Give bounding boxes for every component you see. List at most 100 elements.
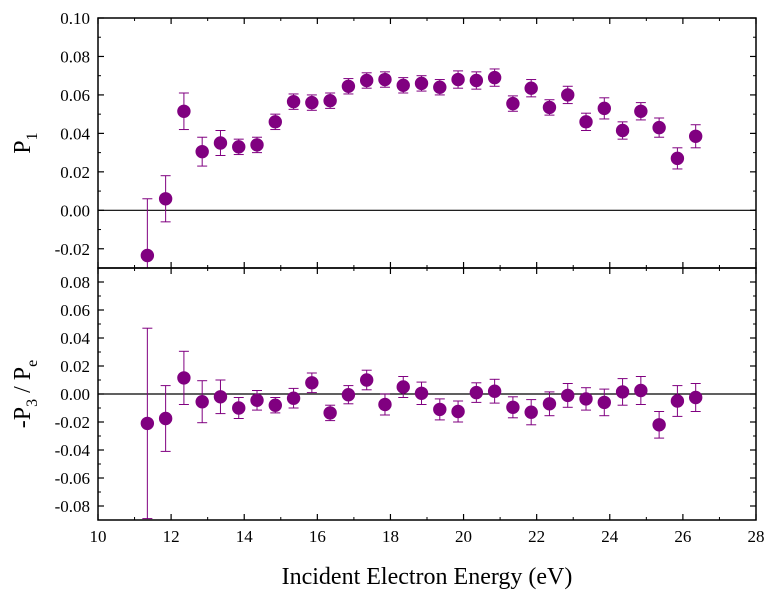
data-point [597, 395, 611, 410]
data-point [670, 151, 685, 166]
data-point [323, 93, 337, 108]
data-point [158, 411, 173, 426]
bottom-panel: -0.08 -0.06 -0.04 -0.02 0.00 0.02 0.04 0.06 0.08… [10, 267, 765, 546]
y-tick-label: 0.08 [60, 47, 90, 66]
data-point [378, 72, 392, 87]
y-tick-label: 0.04 [60, 329, 90, 348]
data-point [433, 402, 447, 417]
data-point [688, 390, 703, 405]
data-point [378, 397, 392, 412]
data-point [469, 385, 484, 400]
data-point [561, 88, 575, 102]
y-tick-label: 0.08 [60, 273, 90, 292]
data-point [359, 373, 374, 387]
top-x-ticks [97, 18, 757, 268]
data-point [286, 94, 301, 109]
data-point [414, 76, 429, 91]
data-point [140, 248, 155, 263]
top-data-points [140, 70, 703, 263]
data-point [615, 385, 630, 399]
data-point [542, 397, 557, 411]
data-point [177, 104, 191, 118]
data-point [396, 380, 410, 394]
data-point [506, 400, 520, 414]
x-tick-label: 22 [528, 527, 545, 546]
data-point [597, 101, 611, 116]
data-point [652, 120, 666, 135]
y-tick-label: 0.06 [60, 86, 90, 105]
x-tick-label: 28 [748, 527, 765, 546]
data-point [195, 144, 209, 159]
data-point [232, 140, 246, 154]
x-tick-label: 18 [382, 527, 399, 546]
top-error-bars [142, 68, 701, 268]
data-point [359, 73, 374, 88]
x-tick-label: 10 [90, 527, 107, 546]
y-tick-label: -0.04 [55, 441, 91, 460]
data-point [158, 192, 173, 206]
x-tick-label: 20 [455, 527, 472, 546]
top-panel: -0.02 0.00 0.02 0.04 0.06 0.08 0.10 P1 [10, 9, 757, 269]
data-point [542, 100, 557, 115]
data-point [268, 115, 282, 129]
data-point [579, 115, 593, 129]
data-point [634, 104, 648, 118]
data-point [634, 383, 648, 398]
x-tick-label: 16 [309, 527, 326, 546]
data-point [688, 129, 703, 143]
data-point [250, 138, 264, 152]
data-point [469, 73, 484, 88]
x-tick-label: 12 [163, 527, 180, 546]
bottom-y-ticks: -0.08 -0.06 -0.04 -0.02 0.00 0.02 0.04 0.06 0.08 [55, 273, 756, 516]
data-point [341, 388, 356, 402]
bottom-error-bars [142, 327, 701, 520]
data-point [305, 376, 319, 390]
data-point [451, 404, 465, 419]
y-tick-label: 0.00 [60, 385, 90, 404]
data-point [396, 78, 410, 93]
y-tick-label: -0.08 [55, 497, 90, 516]
data-point [341, 79, 356, 93]
data-point [670, 394, 685, 408]
top-y-ticks: -0.02 0.00 0.02 0.04 0.06 0.08 0.10 [55, 9, 756, 259]
data-point [305, 95, 319, 110]
data-point [652, 418, 666, 432]
y-tick-label: 0.10 [60, 9, 90, 28]
data-point [524, 81, 538, 95]
bottom-plot-frame [97, 267, 757, 521]
data-point [213, 390, 228, 404]
data-point [177, 371, 191, 385]
data-point [579, 392, 593, 406]
y-tick-label: 0.02 [60, 357, 90, 376]
data-point [451, 72, 465, 87]
data-point [140, 416, 155, 431]
y-tick-label: 0.00 [60, 201, 90, 220]
bottom-data-points [140, 371, 703, 432]
data-point [268, 398, 282, 412]
data-point [195, 395, 209, 409]
data-point [250, 393, 264, 407]
x-tick-label: 14 [236, 527, 254, 546]
data-point [487, 70, 502, 85]
data-point [615, 123, 630, 138]
y-tick-label: 0.02 [60, 163, 90, 182]
x-tick-label: 26 [674, 527, 691, 546]
y-tick-label: 0.06 [60, 301, 90, 320]
y-tick-label: -0.02 [55, 413, 90, 432]
data-point [323, 406, 337, 420]
data-point [232, 401, 246, 415]
y-tick-label: 0.04 [60, 124, 90, 143]
bottom-y-axis-label: -P3 / Pe [10, 360, 41, 428]
data-point [213, 136, 228, 150]
data-point [506, 96, 520, 111]
data-point [433, 80, 447, 94]
data-point [414, 386, 429, 400]
y-tick-label: -0.06 [55, 469, 90, 488]
y-tick-label: -0.02 [55, 240, 90, 259]
x-axis-label: Incident Electron Energy (eV) [282, 564, 573, 590]
top-y-axis-label: P1 [10, 132, 41, 153]
data-point [524, 405, 538, 419]
top-plot-frame [97, 17, 757, 269]
x-tick-label: 24 [601, 527, 619, 546]
